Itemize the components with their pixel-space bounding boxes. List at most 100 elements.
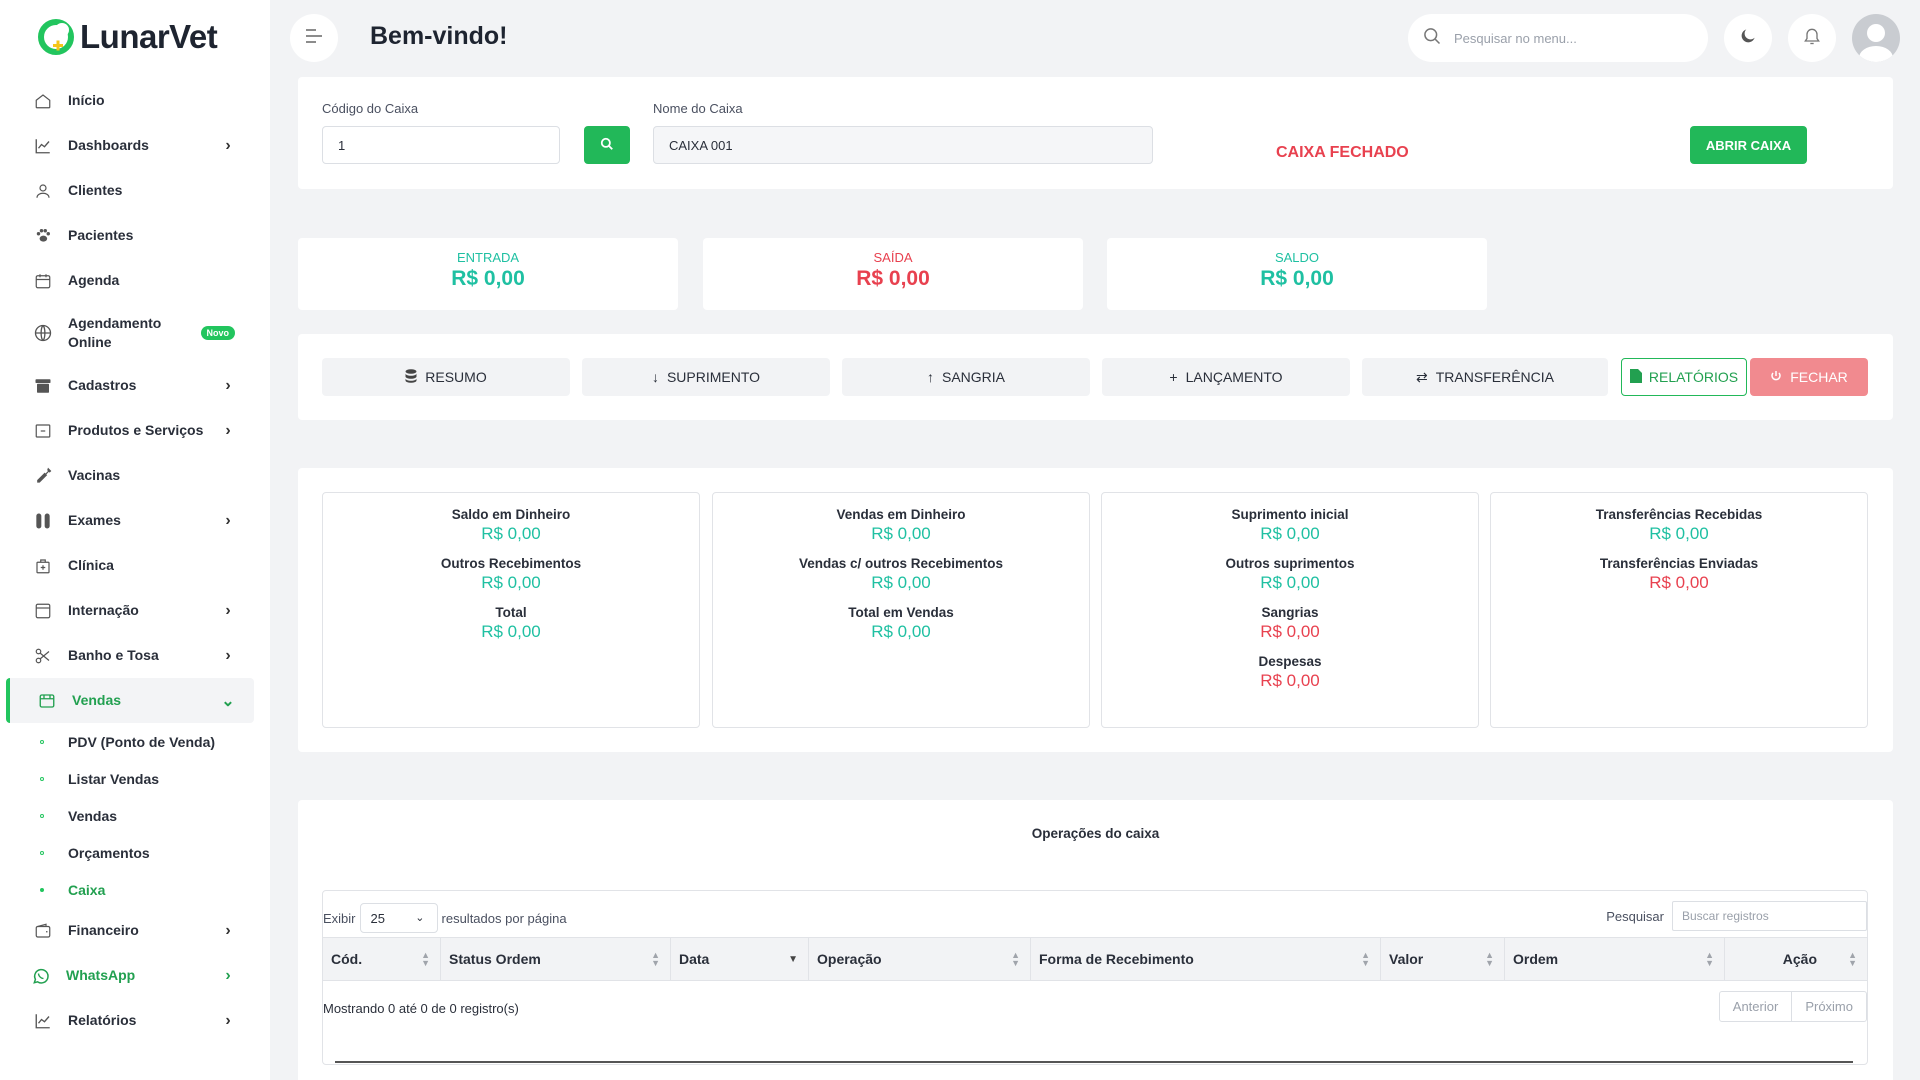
next-page-button[interactable]: Próximo — [1805, 999, 1853, 1014]
bullet-icon — [40, 887, 44, 892]
sidebar-subitem-caixa[interactable]: Caixa — [0, 871, 270, 908]
table-search-input[interactable] — [1672, 901, 1867, 931]
tab-sangria[interactable]: ↑ SANGRIA — [842, 358, 1090, 396]
detail-value: R$ 0,00 — [1649, 573, 1709, 592]
sidebar-item-clinica[interactable]: Clínica — [0, 543, 270, 588]
operations-table: Exibir 25 ⌄ resultados por página Pesqui… — [322, 890, 1868, 1065]
menu-toggle-button[interactable] — [290, 14, 338, 62]
nome-caixa-input[interactable]: CAIXA 001 — [653, 126, 1153, 164]
sidebar-item-vacinas[interactable]: Vacinas — [0, 453, 270, 498]
sidebar-subitem-label: Orçamentos — [68, 844, 150, 861]
table-info: Mostrando 0 até 0 de 0 registro(s) — [323, 1001, 519, 1016]
notifications-button[interactable] — [1788, 14, 1836, 62]
sidebar-subitem-orcamentos[interactable]: Orçamentos — [0, 834, 270, 871]
sidebar-item-banho-tosa[interactable]: Banho e Tosa › — [0, 633, 270, 678]
sidebar-item-produtos-servicos[interactable]: Produtos e Serviços › — [0, 408, 270, 453]
column-header-valor[interactable]: Valor ▲ ▼ — [1381, 938, 1505, 980]
codigo-caixa-input[interactable]: 1 — [322, 126, 560, 164]
dark-mode-toggle[interactable] — [1724, 14, 1772, 62]
column-label: Data — [679, 951, 710, 967]
bell-icon — [1802, 26, 1822, 51]
sort-icon: ▲ ▼ — [1485, 950, 1494, 968]
abrir-caixa-button[interactable]: ABRIR CAIXA — [1690, 126, 1807, 164]
detail-value: R$ 0,00 — [1649, 524, 1709, 543]
column-header-acao[interactable]: Ação ▲ ▼ — [1725, 938, 1867, 980]
sidebar-item-dashboards[interactable]: Dashboards › — [0, 123, 270, 168]
avatar[interactable] — [1852, 14, 1900, 62]
clinic-bag-icon — [32, 555, 54, 577]
menu-search[interactable] — [1408, 14, 1708, 62]
detail-value: R$ 0,00 — [1260, 524, 1320, 543]
sidebar-item-label: Clínica — [68, 557, 114, 573]
search-caixa-button[interactable] — [584, 126, 630, 164]
horizontal-scrollbar[interactable] — [335, 1061, 1853, 1063]
sidebar-subitem-pdv[interactable]: PDV (Ponto de Venda) — [0, 723, 270, 760]
relatorios-label: RELATÓRIOS — [1648, 369, 1739, 385]
chevron-right-icon: › — [225, 421, 231, 439]
pagination: Anterior Próximo — [1718, 991, 1867, 1022]
tab-transferencia[interactable]: ⇄ TRANSFERÊNCIA — [1362, 358, 1608, 396]
column-header-cod[interactable]: Cód. ▲ ▼ — [323, 938, 441, 980]
sidebar-item-vendas[interactable]: Vendas ⌄ — [6, 678, 254, 723]
column-header-ordem[interactable]: Ordem ▲ ▼ — [1505, 938, 1725, 980]
column-label: Ação — [1782, 951, 1817, 967]
sort-icon: ▲ ▼ — [651, 950, 660, 968]
menu-icon — [305, 28, 323, 48]
column-header-forma[interactable]: Forma de Recebimento ▲ ▼ — [1031, 938, 1381, 980]
entrada-card: ENTRADA R$ 0,00 — [298, 238, 678, 310]
sidebar-item-label: Vacinas — [68, 467, 121, 483]
transfer-icon: ⇄ — [1416, 368, 1428, 385]
column-header-operacao[interactable]: Operação ▲ ▼ — [809, 938, 1031, 980]
column-header-status[interactable]: Status Ordem ▲ ▼ — [441, 938, 671, 980]
sidebar-subitem-label: Caixa — [68, 881, 106, 898]
sidebar-item-agenda[interactable]: Agenda — [0, 258, 270, 303]
detail-label: Total — [495, 605, 527, 620]
sidebar-item-financeiro[interactable]: Financeiro › — [0, 908, 270, 953]
calendar-icon — [32, 270, 54, 292]
globe-icon — [32, 322, 54, 344]
fechar-label: FECHAR — [1790, 369, 1848, 385]
relatorios-button[interactable]: RELATÓRIOS — [1621, 358, 1747, 396]
sidebar-item-exames[interactable]: Exames › — [0, 498, 270, 543]
sort-icon: ▲ ▼ — [1848, 950, 1857, 968]
tab-label: SUPRIMENTO — [666, 369, 761, 385]
chevron-right-icon: › — [225, 136, 231, 154]
previous-page-button[interactable]: Anterior — [1720, 992, 1793, 1021]
sidebar-item-label: Produtos e Serviços — [68, 422, 204, 438]
sidebar-item-internacao[interactable]: Internação › — [0, 588, 270, 633]
logo[interactable]: LunarVet — [38, 18, 218, 56]
tab-lancamento[interactable]: + LANÇAMENTO — [1102, 358, 1350, 396]
sidebar-item-label: Relatórios — [68, 1012, 137, 1028]
column-header-data[interactable]: Data ▼ — [671, 938, 809, 980]
detail-value: R$ 0,00 — [1260, 671, 1320, 690]
sidebar-item-relatorios[interactable]: Relatórios › — [0, 998, 270, 1043]
detail-value: R$ 0,00 — [481, 524, 541, 543]
sidebar-item-agendamento-online[interactable]: Agendamento Online Novo — [0, 303, 270, 363]
operations-title: Operações do caixa — [1031, 826, 1160, 841]
syringe-icon — [32, 465, 54, 487]
fechar-button[interactable]: FECHAR — [1750, 358, 1868, 396]
menu-search-input[interactable] — [1454, 30, 1684, 46]
sidebar-subitem-vendas[interactable]: Vendas — [0, 797, 270, 834]
chevron-right-icon: › — [225, 646, 231, 664]
sidebar-item-pacientes[interactable]: Pacientes — [0, 213, 270, 258]
tab-suprimento[interactable]: ↓ SUPRIMENTO — [582, 358, 830, 396]
saldo-card: SALDO R$ 0,00 — [1107, 238, 1487, 310]
sidebar-item-cadastros[interactable]: Cadastros › — [0, 363, 270, 408]
lunarvet-logo-icon — [38, 19, 74, 55]
page-size-select[interactable]: 25 ⌄ — [359, 903, 438, 933]
sidebar-item-clientes[interactable]: Clientes — [0, 168, 270, 213]
table-search-label: Pesquisar — [1606, 908, 1664, 924]
sidebar-subitem-listar-vendas[interactable]: Listar Vendas — [0, 760, 270, 797]
power-icon — [1770, 369, 1782, 385]
saida-card: SAÍDA R$ 0,00 — [703, 238, 1083, 310]
detail-label: Despesas — [1258, 654, 1322, 669]
detail-value: R$ 0,00 — [481, 573, 541, 592]
sidebar-item-whatsapp[interactable]: WhatsApp › — [0, 953, 270, 998]
bullet-icon — [40, 776, 44, 781]
sidebar-item-inicio[interactable]: Início — [0, 78, 270, 123]
sidebar-subitem-label: PDV (Ponto de Venda) — [68, 733, 216, 750]
scissors-icon — [32, 645, 54, 667]
sidebar-item-label: Vendas — [72, 692, 122, 708]
tab-resumo[interactable]: RESUMO — [322, 358, 570, 396]
